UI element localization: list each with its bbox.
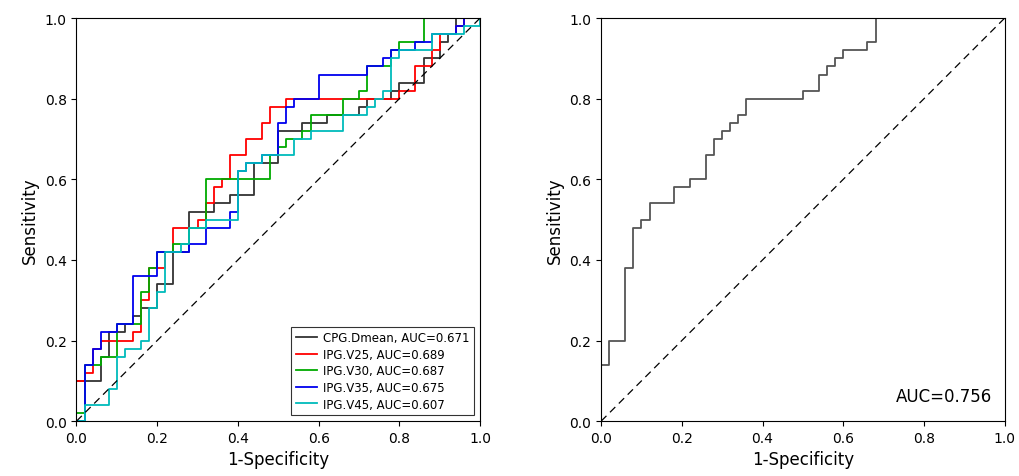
IPG.V25, AUC=0.689: [474, 16, 486, 22]
CPG.Dmean, AUC=0.671: [70, 418, 83, 424]
Y-axis label: Sensitivity: Sensitivity: [545, 177, 564, 263]
CPG.Dmean, AUC=0.671: [272, 137, 284, 143]
Line: IPG.V30, AUC=0.687: IPG.V30, AUC=0.687: [76, 19, 480, 421]
Legend: CPG.Dmean, AUC=0.671, IPG.V25, AUC=0.689, IPG.V30, AUC=0.687, IPG.V35, AUC=0.675: CPG.Dmean, AUC=0.671, IPG.V25, AUC=0.689…: [290, 327, 474, 416]
IPG.V30, AUC=0.687: [328, 113, 340, 119]
X-axis label: 1-Specificity: 1-Specificity: [227, 450, 329, 468]
IPG.V25, AUC=0.689: [143, 290, 155, 296]
IPG.V45, AUC=0.607: [361, 105, 373, 110]
IPG.V25, AUC=0.689: [353, 97, 365, 102]
IPG.V35, AUC=0.675: [272, 137, 284, 143]
Text: AUC=0.756: AUC=0.756: [896, 387, 991, 405]
IPG.V25, AUC=0.689: [256, 121, 268, 127]
IPG.V25, AUC=0.689: [458, 16, 470, 22]
CPG.Dmean, AUC=0.671: [87, 378, 99, 384]
X-axis label: 1-Specificity: 1-Specificity: [751, 450, 853, 468]
IPG.V30, AUC=0.687: [200, 177, 212, 183]
IPG.V45, AUC=0.607: [231, 209, 244, 215]
CPG.Dmean, AUC=0.671: [328, 113, 340, 119]
CPG.Dmean, AUC=0.671: [449, 16, 462, 22]
IPG.V45, AUC=0.607: [474, 16, 486, 22]
IPG.V30, AUC=0.687: [70, 418, 83, 424]
CPG.Dmean, AUC=0.671: [361, 105, 373, 110]
IPG.V45, AUC=0.607: [288, 153, 301, 159]
IPG.V30, AUC=0.687: [280, 145, 292, 150]
IPG.V35, AUC=0.675: [474, 16, 486, 22]
IPG.V30, AUC=0.687: [417, 16, 429, 22]
CPG.Dmean, AUC=0.671: [151, 298, 163, 304]
Line: CPG.Dmean, AUC=0.671: CPG.Dmean, AUC=0.671: [76, 19, 480, 421]
IPG.V45, AUC=0.607: [151, 298, 163, 304]
IPG.V45, AUC=0.607: [103, 394, 115, 400]
IPG.V25, AUC=0.689: [70, 418, 83, 424]
IPG.V25, AUC=0.689: [208, 185, 220, 191]
Line: IPG.V45, AUC=0.607: IPG.V45, AUC=0.607: [76, 19, 480, 421]
IPG.V25, AUC=0.689: [78, 370, 91, 376]
Y-axis label: Sensitivity: Sensitivity: [21, 177, 39, 263]
IPG.V35, AUC=0.675: [70, 418, 83, 424]
Text: B: B: [560, 0, 577, 3]
Line: IPG.V35, AUC=0.675: IPG.V35, AUC=0.675: [76, 19, 480, 421]
IPG.V30, AUC=0.687: [78, 370, 91, 376]
IPG.V35, AUC=0.675: [328, 72, 340, 78]
Text: A: A: [36, 0, 53, 3]
IPG.V30, AUC=0.687: [353, 97, 365, 102]
CPG.Dmean, AUC=0.671: [223, 201, 235, 207]
CPG.Dmean, AUC=0.671: [474, 16, 486, 22]
IPG.V35, AUC=0.675: [231, 209, 244, 215]
IPG.V35, AUC=0.675: [78, 370, 91, 376]
IPG.V35, AUC=0.675: [126, 274, 139, 279]
IPG.V25, AUC=0.689: [312, 97, 324, 102]
IPG.V45, AUC=0.607: [70, 418, 83, 424]
IPG.V35, AUC=0.675: [312, 97, 324, 102]
IPG.V35, AUC=0.675: [458, 16, 470, 22]
IPG.V45, AUC=0.607: [336, 121, 348, 127]
IPG.V30, AUC=0.687: [474, 16, 486, 22]
IPG.V30, AUC=0.687: [143, 290, 155, 296]
Line: IPG.V25, AUC=0.689: IPG.V25, AUC=0.689: [76, 19, 480, 421]
